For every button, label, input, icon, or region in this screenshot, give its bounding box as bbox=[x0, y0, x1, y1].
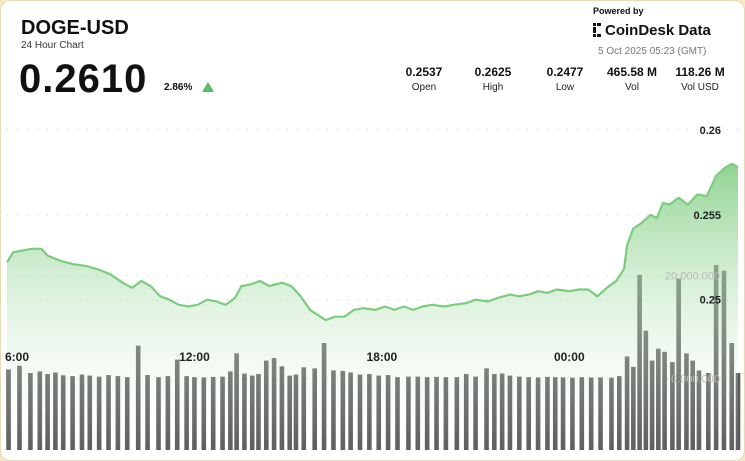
volume-tick-label: 0.000.000 bbox=[671, 374, 720, 386]
axis-labels: 0.25 0.255 0.26 0.000.000 20.000.000 6:00 12:0… bbox=[5, 125, 721, 386]
stat-vol-value: 465.58 M bbox=[606, 65, 658, 79]
stat-low-label: Low bbox=[555, 82, 575, 93]
price-line bbox=[6, 162, 739, 322]
timestamp: 5 Oct 2025 05:23 (GMT) bbox=[598, 46, 707, 57]
stat-open-label: Open bbox=[411, 82, 437, 93]
stat-high-label: High bbox=[482, 82, 504, 93]
time-tick-label: 12:00 bbox=[179, 350, 210, 364]
up-arrow-icon bbox=[202, 82, 214, 92]
stat-high: 0.2625 High bbox=[453, 65, 533, 93]
stat-open-value: 0.2537 bbox=[405, 65, 443, 79]
stat-vol-label: Vol bbox=[625, 82, 639, 93]
current-price: 0.2610 bbox=[19, 57, 148, 101]
symbol-title: DOGE-USD bbox=[21, 17, 129, 39]
volume-tick-label: 20.000.000 bbox=[665, 270, 720, 282]
stat-vol-usd-value: 118.26 M bbox=[675, 65, 725, 79]
price-change-percent: 2.86% bbox=[164, 82, 193, 93]
time-tick-label: 18:00 bbox=[367, 350, 398, 364]
stat-low-value: 0.2477 bbox=[546, 65, 584, 79]
powered-by-label: Powered by bbox=[593, 6, 644, 16]
price-tick-label: 0.25 bbox=[700, 295, 721, 307]
price-tick-label: 0.26 bbox=[700, 125, 721, 137]
stat-vol: 465.58 M Vol bbox=[592, 65, 672, 93]
coindesk-logo-icon bbox=[593, 23, 601, 37]
stat-high-value: 0.2625 bbox=[474, 65, 512, 79]
stat-open: 0.2537 Open bbox=[384, 65, 464, 93]
chart-subtitle: 24 Hour Chart bbox=[21, 40, 84, 51]
price-area bbox=[7, 163, 738, 460]
brand-name: CoinDesk Data bbox=[605, 22, 711, 39]
time-tick-label: 6:00 bbox=[5, 350, 29, 364]
price-tick-label: 0.255 bbox=[693, 210, 721, 222]
time-tick-label: 00:00 bbox=[554, 350, 585, 364]
stat-vol-usd-label: Vol USD bbox=[681, 82, 719, 93]
stat-low: 0.2477 Low bbox=[525, 65, 605, 93]
stat-vol-usd: 118.26 M Vol USD bbox=[660, 65, 740, 93]
